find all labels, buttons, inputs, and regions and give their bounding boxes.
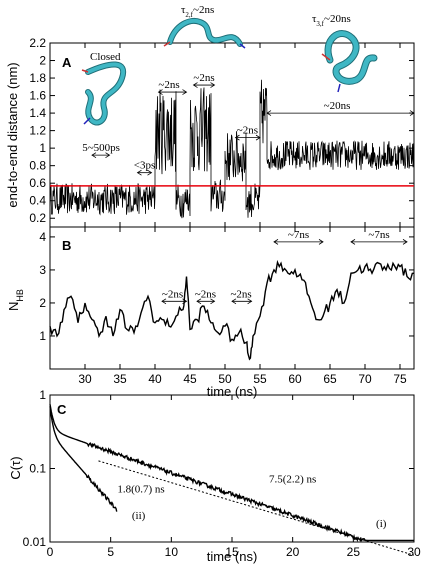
panel-b-xtick-label: 75 <box>393 372 407 386</box>
panel-c-xlabel: time (ns) <box>207 549 258 564</box>
panel-a-ytick-label: 0.6 <box>29 176 46 190</box>
panel-b-ytick-label: 2 <box>39 296 46 310</box>
panel-a-annotation-label: ~2ns <box>237 125 258 137</box>
panel-c-fit-label-i: 7.5(2.2) ns <box>269 473 316 485</box>
panel-a-annotation-label: ~2ns <box>158 79 179 91</box>
structure-2ns-label: τ2,f~2ns <box>181 4 214 19</box>
panel-b-arrowhead-left <box>231 298 237 305</box>
panel-a-ytick-label: 0.4 <box>29 194 46 208</box>
panel-b-annotation-label: ~7ns <box>368 229 389 241</box>
panel-c-fit-line <box>98 460 415 556</box>
panel-b-arrowhead-left <box>161 298 167 305</box>
open-2ns-structure-icon <box>163 18 246 49</box>
panel-b-ytick-label: 3 <box>39 263 46 277</box>
hairpin-20ns-structure-icon <box>321 30 378 93</box>
panel-b-xtick-label: 60 <box>288 372 302 386</box>
panel-c-xtick-label: 30 <box>407 545 421 559</box>
panel-a-annotation-label: ~2ns <box>193 72 214 84</box>
panel-b-arrowhead-left <box>273 239 279 245</box>
panel-a-frame <box>49 42 415 228</box>
panel-c-ylabel: C(τ) <box>8 456 23 479</box>
panel-b-xtick-label: 55 <box>253 372 267 386</box>
panel-b-arrowhead-left <box>196 298 202 305</box>
panel-c-xtick-label: 10 <box>165 545 179 559</box>
panel-c-series-label-ii: (ii) <box>132 510 146 522</box>
panel-b-xtick-label: 30 <box>78 372 92 386</box>
panel-a-ytick-label: 1.8 <box>29 71 46 85</box>
panel-b-annotation-label: ~2ns <box>162 288 183 300</box>
panel-b-arrowhead-right <box>210 298 216 305</box>
panel-b-arrowhead-right <box>182 298 188 305</box>
panel-b-annotation-label: ~2ns <box>230 288 251 300</box>
panel-a-ytick-label: 1.2 <box>29 124 46 138</box>
panel-b-ytick-label: 4 <box>39 230 46 244</box>
panel-b-xtick-label: 70 <box>358 372 372 386</box>
panel-a-arrowhead-left <box>234 134 240 141</box>
panel-c-xtick-label: 0 <box>47 545 54 559</box>
panel-a-arrowhead-left <box>266 110 272 116</box>
panel-letter-a: A <box>62 55 72 70</box>
panel-b-xlabel: time (ns) <box>207 384 258 399</box>
panel-b-arrowhead-right <box>318 239 324 245</box>
panel-b-arrowhead-right <box>402 239 408 245</box>
panel-letter-c: C <box>57 402 67 417</box>
panel-a-arrowhead-right <box>182 89 188 95</box>
panel-c-correlation-trace <box>49 406 118 512</box>
panel-a-arrowhead-left <box>192 82 198 88</box>
panel-c-xtick-label: 20 <box>286 545 300 559</box>
panel-c-xtick-label: 5 <box>107 545 114 559</box>
panel-a-ytick-label: 1 <box>39 141 46 155</box>
panel-a-arrowhead-left <box>136 169 142 176</box>
panel-c-ytick-label: 0.1 <box>29 462 46 476</box>
panel-a-arrowhead-left <box>91 152 97 158</box>
panel-b-ytick-label: 1 <box>39 329 46 343</box>
panel-a-arrowhead-right <box>210 82 216 88</box>
panel-b-arrowhead-left <box>350 239 356 245</box>
panel-b-annotation-label: ~7ns <box>288 229 309 241</box>
panel-c-fit-label-ii: 1.8(0.7) ns <box>117 484 164 496</box>
panel-a-ytick-label: 0.2 <box>29 211 46 225</box>
panel-a-ytick-label: 1.6 <box>29 89 46 103</box>
structure-20ns-label: τ3,f~20ns <box>312 13 351 28</box>
panel-b-xtick-label: 40 <box>148 372 162 386</box>
panel-b-arrowhead-right <box>247 298 253 305</box>
panel-a-ytick-label: 1.4 <box>29 106 46 120</box>
panel-b-xtick-label: 65 <box>323 372 337 386</box>
panel-a-annotation-label: <3ps <box>134 160 155 172</box>
panel-a-ytick-label: 2.2 <box>29 36 46 50</box>
panel-c-ytick-label: 1 <box>39 388 46 402</box>
panel-b-xtick-label: 45 <box>183 372 197 386</box>
panel-b-frame <box>49 226 415 370</box>
panel-a-ytick-label: 2 <box>39 54 46 68</box>
panel-c-correlation-trace <box>49 404 414 542</box>
panel-b-xtick-label: 50 <box>218 372 232 386</box>
panel-a-ylabel: end-to-end distance (nm) <box>5 62 20 207</box>
panel-a-arrowhead-right <box>409 110 415 116</box>
closed-structure-icon <box>81 61 127 126</box>
panel-c-xtick-label: 25 <box>347 545 361 559</box>
tick-marks: 0.20.40.60.811.21.41.61.822.230 35 40 45 50 5… <box>23 36 421 559</box>
data-traces <box>49 79 415 556</box>
panel-c-ytick-label: 0.01 <box>23 535 47 549</box>
panel-b-xtick-label: 35 <box>113 372 127 386</box>
panel-b-nhb-trace <box>49 259 415 361</box>
panel-letter-b: B <box>62 238 71 253</box>
panel-a-arrowhead-right <box>147 169 153 176</box>
panel-a-arrowhead-right <box>255 134 261 141</box>
panel-a-distance-trace <box>49 79 415 219</box>
panel-b-ylabel: NHB <box>6 289 25 311</box>
panel-a-annotation-label: 5~500ps <box>82 142 120 154</box>
panel-a-arrowhead-right <box>105 152 111 158</box>
panel-a-annotation-label: ~20ns <box>324 100 351 112</box>
panel-a-arrowhead-left <box>157 89 163 95</box>
annotations: ~2ns ~2ns ~2ns ~20ns 5~500ps <3ps ~2ns ~2ns ~2ns… <box>82 72 415 530</box>
closed-structure-label: Closed <box>90 51 121 63</box>
panel-c-frame <box>49 394 415 543</box>
panel-b-annotation-label: ~2ns <box>195 288 216 300</box>
panel-c-xtick-label: 15 <box>225 545 239 559</box>
panel-c-series-label-i: (i) <box>376 518 387 530</box>
panel-a-ytick-label: 0.8 <box>29 159 46 173</box>
